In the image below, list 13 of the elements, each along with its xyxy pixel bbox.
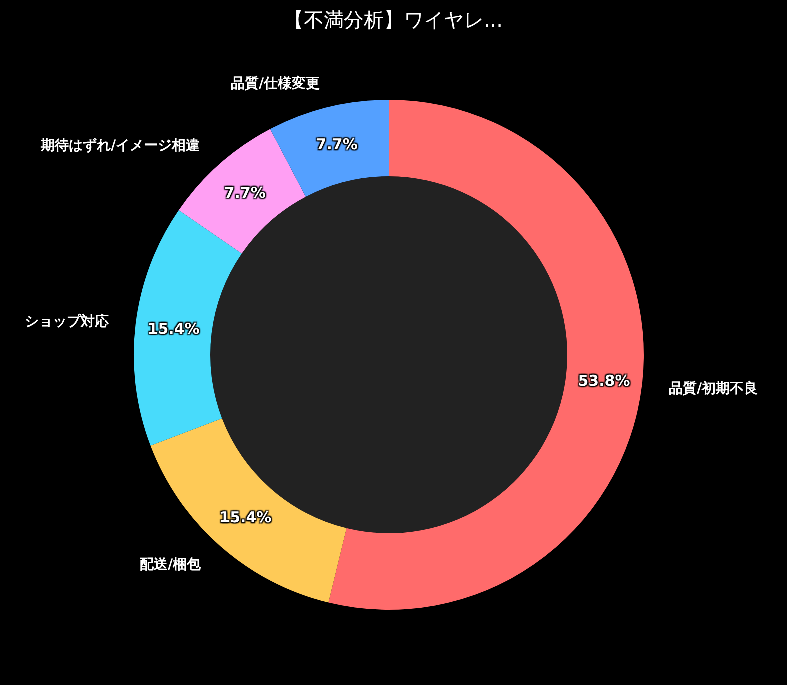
- data-label: 15.4%: [148, 320, 200, 338]
- slice-label: 配送/梱包: [140, 557, 202, 573]
- data-label: 7.7%: [224, 184, 266, 202]
- donut-slice: [134, 210, 242, 446]
- slice-label: 期待はずれ/イメージ相違: [40, 138, 202, 154]
- data-label: 7.7%: [316, 136, 358, 154]
- slice-label: 品質/仕様変更: [231, 75, 320, 92]
- donut-slice: [270, 100, 389, 197]
- chart-title: 【不満分析】ワイヤレ...: [284, 8, 504, 32]
- data-label: 15.4%: [220, 508, 272, 527]
- data-label: 53.8%: [578, 372, 630, 390]
- slice-label: 品質/初期不良: [669, 380, 758, 397]
- slice-label: ショップ対応: [25, 313, 109, 330]
